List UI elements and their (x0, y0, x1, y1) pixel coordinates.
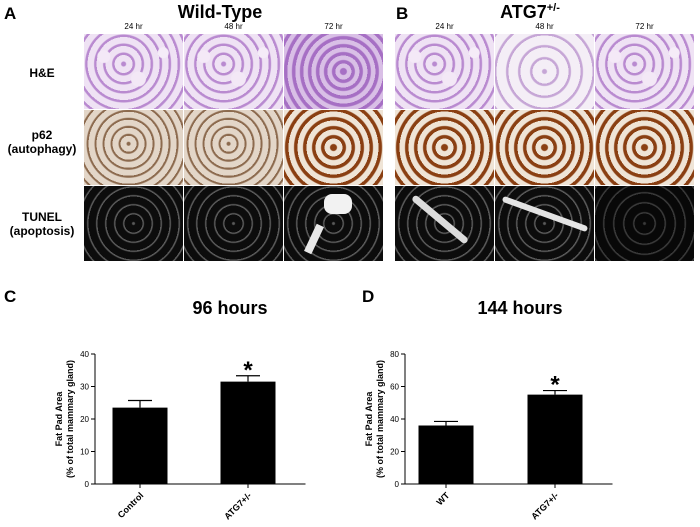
panel-d-title: 144 hours (477, 298, 563, 318)
row-label-p62-line2: (autophagy) (7, 142, 77, 156)
micrograph-a-he-48 (184, 34, 283, 109)
y-tick-label: 10 (80, 448, 89, 457)
micrograph-a-p62-24 (84, 110, 183, 185)
row-label-he: H&E (2, 66, 82, 80)
significance-marker: * (550, 372, 560, 399)
chart-96h: 0 10 20 30 40 Fat Pad Area (% of total mammary… (54, 350, 306, 522)
y-axis-label-line2: (% of total mammary gland) (375, 360, 385, 478)
row-label-tunel-line2: (apoptosis) (9, 224, 75, 238)
y-tick-label: 60 (390, 383, 399, 392)
category-label-1: ATG7+/- (529, 490, 560, 521)
micrograph-b-tunel-24 (395, 186, 494, 261)
row-label-tunel: TUNEL (apoptosis) (2, 210, 82, 238)
panel-c-title: 96 hours (192, 298, 268, 318)
micrograph-a-he-24 (84, 34, 183, 109)
y-axis-label-line1: Fat Pad Area (54, 391, 64, 447)
row-label-p62: p62 (autophagy) (2, 128, 82, 156)
panel-b-title-sup: +/- (546, 2, 560, 14)
y-tick-label: 20 (80, 415, 89, 424)
micrograph-a-p62-48 (184, 110, 283, 185)
panel-a-title: Wild-Type (177, 2, 263, 22)
panel-b-title: ATG7+/- (485, 2, 575, 23)
row-label-he-line1: H&E (29, 66, 55, 80)
micrograph-b-he-48 (495, 34, 594, 109)
micrograph-b-tunel-48 (495, 186, 594, 261)
category-label-0: WT (434, 490, 451, 507)
time-label-a-72: 72 hr (324, 22, 343, 31)
row-label-tunel-line1: TUNEL (22, 210, 62, 224)
panel-letter-c: C (4, 287, 17, 306)
panel-b-title-text: ATG7 (500, 2, 547, 22)
micrograph-a-tunel-72 (284, 186, 383, 261)
bar-1 (220, 381, 276, 484)
y-tick-label: 0 (85, 480, 90, 489)
panel-letter-a: A (4, 4, 17, 23)
micrograph-b-p62-48 (495, 110, 594, 185)
micrograph-a-tunel-48 (184, 186, 283, 261)
micrograph-b-tunel-72 (595, 186, 694, 261)
bar-1 (527, 394, 583, 484)
significance-marker: * (243, 357, 253, 384)
bar-0 (418, 425, 474, 484)
time-label-a-48: 48 hr (224, 22, 243, 31)
time-label-a-24: 24 hr (124, 22, 143, 31)
panel-letter-b: B (396, 4, 409, 23)
y-axis-label-line1: Fat Pad Area (364, 391, 374, 447)
micrograph-a-tunel-24 (84, 186, 183, 261)
y-tick-label: 30 (80, 383, 89, 392)
time-label-b-72: 72 hr (635, 22, 654, 31)
category-label-1: ATG7+/- (222, 490, 253, 521)
micrograph-b-he-72 (595, 34, 694, 109)
panel-letter-d: D (362, 287, 375, 306)
time-label-b-48: 48 hr (535, 22, 554, 31)
y-tick-label: 0 (395, 480, 400, 489)
micrograph-b-p62-24 (395, 110, 494, 185)
y-tick-label: 20 (390, 448, 399, 457)
micrograph-a-he-72 (284, 34, 383, 109)
row-label-p62-line1: p62 (31, 128, 53, 142)
chart-144h: 0 20 40 60 80 Fat Pad Area (% of total mammary… (364, 350, 613, 522)
micrograph-a-p62-72 (284, 110, 383, 185)
micrograph-b-p62-72 (595, 110, 694, 185)
y-axis-label-line2: (% of total mammary gland) (65, 360, 75, 478)
micrograph-b-he-24 (395, 34, 494, 109)
time-label-b-24: 24 hr (435, 22, 454, 31)
category-label-0: Control (116, 490, 146, 520)
y-tick-label: 40 (390, 415, 399, 424)
y-tick-label: 40 (80, 350, 89, 359)
bar-0 (112, 407, 168, 484)
y-tick-label: 80 (390, 350, 399, 359)
